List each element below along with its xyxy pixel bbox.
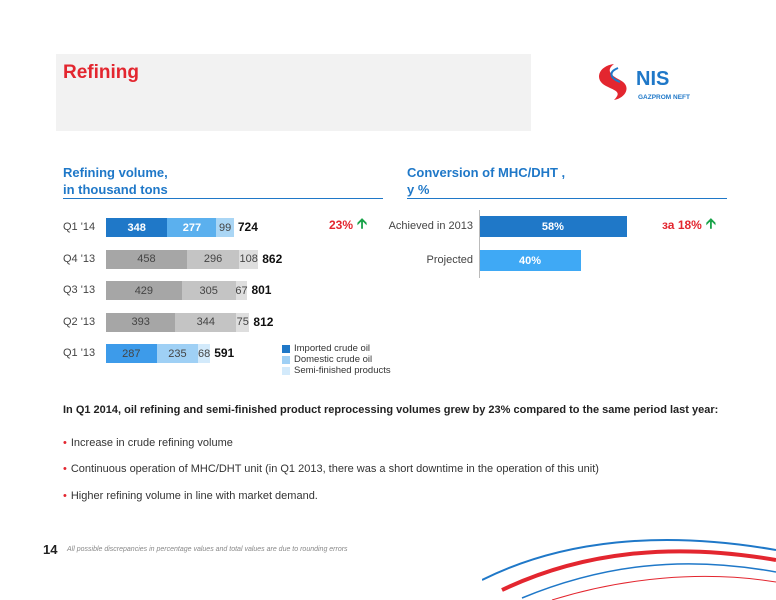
conversion-growth-badge: за 18% 🡩 <box>662 213 716 237</box>
legend-label: Semi-finished products <box>294 365 391 376</box>
volume-growth-badge: 23% 🡩 <box>329 213 367 237</box>
page-title: Refining <box>63 62 139 83</box>
logo-subtext: GAZPROM NEFT <box>638 94 690 101</box>
bar-segment: 99 <box>216 218 234 237</box>
category-axis-line <box>479 210 480 278</box>
bullet-item: • Continuous operation of MHC/DHT unit (i… <box>63 463 599 475</box>
bar-segment: 287 <box>106 344 157 363</box>
arrow-up-icon: 🡩 <box>705 215 716 231</box>
bar-segment: 67 <box>235 281 248 300</box>
decorative-swoosh <box>482 539 776 600</box>
arrow-up-icon: 🡩 <box>357 215 368 231</box>
bar-segment: 305 <box>181 281 236 300</box>
left-section-title-line1: Refining volume, <box>63 165 168 180</box>
page-number: 14 <box>43 542 58 557</box>
bullet-item: • Increase in crude refining volume <box>63 437 233 449</box>
logo-swirl-accent <box>610 67 621 83</box>
legend-item: Domestic crude oil <box>282 354 372 365</box>
legend-label: Imported crude oil <box>294 343 371 354</box>
logo-swirl <box>599 64 627 100</box>
legend-item: Semi-finished products <box>282 365 391 376</box>
category-label: Q2 '13 <box>63 315 96 328</box>
volume-growth-value: 23% <box>329 218 354 232</box>
conversion-bar: 40% <box>479 250 581 271</box>
bullet-dot: • <box>63 437 67 449</box>
legend-item: Imported crude oil <box>282 343 370 354</box>
category-label: Achieved in 2013 <box>388 220 473 232</box>
bullet-text: Higher refining volume in line with mark… <box>70 490 318 502</box>
left-section-divider <box>63 198 383 199</box>
bullet-item: • Higher refining volume in line with mar… <box>63 490 318 502</box>
footnote: All possible discrepancies in percentage… <box>67 546 348 553</box>
left-section-title: Refining volume, in thousand tons <box>63 164 168 198</box>
legend-swatch <box>282 344 290 353</box>
left-section-title-line2: in thousand tons <box>63 182 168 197</box>
conversion-growth-value: за 18% <box>662 218 702 232</box>
bullet-text: Increase in crude refining volume <box>70 437 233 449</box>
bar-total-label: 591 <box>214 346 235 360</box>
bar-segment: 429 <box>106 281 182 300</box>
legend-swatch <box>282 366 290 375</box>
category-label: Q1 '13 <box>63 347 96 359</box>
category-label: Q1 '14 <box>63 221 96 233</box>
bar-segment: 458 <box>106 249 187 269</box>
logo-text: NIS <box>636 68 669 90</box>
bar-total-label: 812 <box>253 314 274 329</box>
bar-segment: 348 <box>106 218 168 237</box>
bullet-text: Continuous operation of MHC/DHT unit (in… <box>70 463 599 475</box>
bar-segment: 277 <box>167 218 217 237</box>
bar-segment: 393 <box>106 312 176 332</box>
bar-total-label: 862 <box>262 251 283 266</box>
category-label: Projected <box>426 254 473 266</box>
nis-logo: NIS GAZPROM NEFT <box>599 64 690 101</box>
bar-segment: 296 <box>186 249 240 269</box>
legend-label: Domestic crude oil <box>294 354 373 365</box>
legend-swatch <box>282 355 290 364</box>
conversion-bar: 58% <box>479 216 627 237</box>
bar-segment: 344 <box>175 312 237 332</box>
bullet-dot: • <box>63 490 67 502</box>
category-label: Q3 '13 <box>63 284 96 296</box>
bar-total-label: 724 <box>237 220 258 234</box>
bar-total-label: 801 <box>251 283 272 297</box>
bar-segment: 235 <box>156 344 199 363</box>
right-section-divider <box>407 198 727 199</box>
title-panel <box>56 54 531 131</box>
category-label: Q4 '13 <box>63 252 96 265</box>
right-section-title-line2: y % <box>407 182 430 197</box>
summary-text: In Q1 2014, oil refining and semi-finish… <box>63 404 719 416</box>
bar-segment: 108 <box>239 249 259 269</box>
bullet-dot: • <box>63 463 67 475</box>
bar-segment: 75 <box>236 312 250 332</box>
right-section-title: Conversion of MHC/DHT , y % <box>407 164 565 198</box>
bar-segment: 68 <box>198 344 210 363</box>
right-section-title-line1: Conversion of MHC/DHT , <box>407 165 566 180</box>
